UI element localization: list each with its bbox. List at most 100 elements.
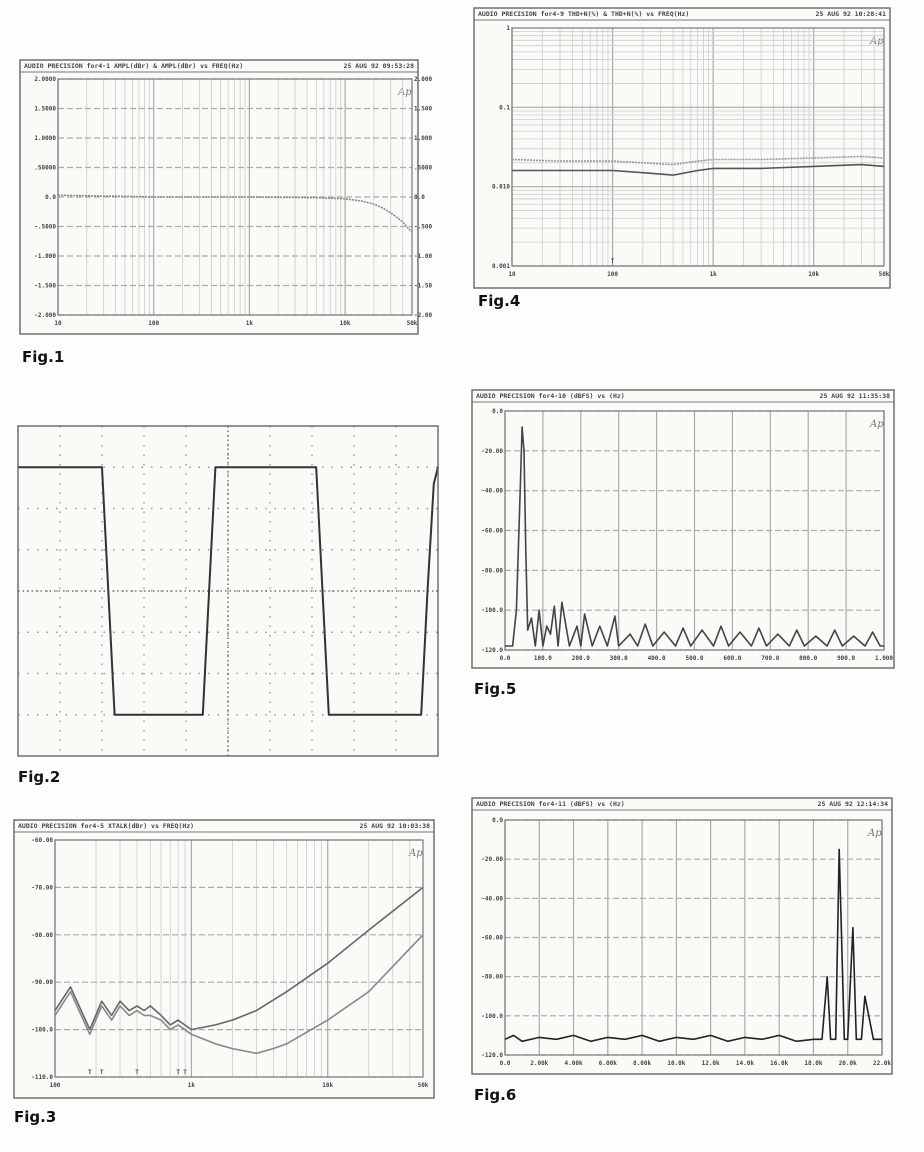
fig6-x-tick-label: 6.00k [599,1060,617,1067]
fig1-y-tick-label: -.5000 [34,224,56,231]
fig2-caption: Fig.2 [18,768,60,786]
fig5-x-tick-label: 0.0 [500,655,511,662]
fig5-series-1-line [505,426,884,647]
fig3-x-tick-label: 10k [322,1082,333,1089]
fig1-x-tick-label: 100 [148,320,159,327]
fig6-x-tick-label: 16.0k [770,1060,788,1067]
fig1-y-tick-label: -1.000 [34,253,56,260]
fig4-outer-frame [473,7,891,289]
fig4-y-tick-label: 0.010 [492,184,510,191]
fig1-y-tick-label: 1.5000 [34,106,56,113]
fig6-x-tick-label: 20.0k [839,1060,857,1067]
fig4-y-tick-label: 0.001 [492,263,510,270]
fig6-y-tick-label: -100.0 [481,1013,503,1020]
fig6-date: 25 AUG 92 12:14:34 [818,800,889,808]
fig4-plot-frame [511,27,885,267]
fig5-x-tick-label: 700.0 [761,655,779,662]
fig4-t-marker: T [611,258,615,265]
fig3-y-tick-label: -60.00 [31,837,53,844]
fig6-x-tick-label: 0.0 [500,1060,511,1067]
fig6-x-tick-label: 8.00k [633,1060,651,1067]
fig4-background [474,8,890,288]
fig6-x-tick-label: 18.0k [804,1060,822,1067]
fig1-y-right-tick-label: 1.500 [414,106,432,113]
fig1-outer-frame [19,59,419,335]
fig6-y-tick-label: -20.00 [481,856,503,863]
fig1-y-right-tick-label: -.500 [414,224,432,231]
fig2-outer-frame [17,425,439,757]
fig6-x-tick-label: 4.00k [565,1060,583,1067]
fig4-x-tick-label: 50k [879,271,890,278]
fig3-series-1-line [54,886,424,1031]
fig3-y-tick-label: -100.0 [31,1027,53,1034]
fig3-y-tick-label: -110.0 [31,1074,53,1081]
fig1-y-tick-label: .50000 [34,165,56,172]
fig3-date: 25 AUG 92 10:03:38 [360,822,431,830]
fig3-x-tick-label: 100 [50,1082,61,1089]
fig4-date: 25 AUG 92 10:28:41 [816,10,887,18]
fig6-ap-logo: Ap [867,828,882,839]
fig1-x-tick-label: 10k [340,320,351,327]
fig3-t-marker: T [88,1069,92,1076]
fig1-y-tick-label: 0.0 [45,194,56,201]
fig5-x-tick-label: 900.0 [837,655,855,662]
fig3-background [14,820,434,1098]
fig4-series-2-line [511,155,885,166]
fig1-y-tick-label: -2.000 [34,312,56,319]
fig3-caption: Fig.3 [14,1108,56,1126]
fig3-header: AUDIO PRECISION for4-5 XTALK(dBr) vs FRE… [18,822,194,830]
fig5-y-tick-label: -20.00 [481,448,503,455]
fig1-y-tick-label: 2.0000 [34,76,56,83]
fig3-x-tick-label: 50k [418,1082,429,1089]
fig4-x-tick-label: 100 [607,271,618,278]
fig2-series-1-line [18,466,439,716]
fig6-header: AUDIO PRECISION for4-11 (dBFS) vs (Hz) [476,800,625,808]
fig4-series-1-line [512,163,885,176]
fig4-y-tick-label: 1 [506,25,510,32]
fig5-plot-frame [504,410,885,651]
fig6-outer-frame [471,797,893,1075]
fig3-chart: AUDIO PRECISION for4-5 XTALK(dBr) vs FRE… [13,819,435,1099]
fig6-x-tick-label: 12.0k [702,1060,720,1067]
fig3-plot-frame [54,839,424,1078]
fig5-y-tick-label: -100.0 [481,607,503,614]
fig4-x-tick-label: 10k [808,271,819,278]
fig6-caption: Fig.6 [474,1086,516,1104]
fig4-y-tick-label: 0.1 [499,104,510,111]
fig2-chart [17,425,439,757]
fig4-ap-logo: Ap [869,36,884,47]
fig1-plot-frame [57,78,413,316]
fig6-y-tick-label: -80.00 [481,974,503,981]
fig6-background [472,798,892,1074]
fig5-outer-frame [471,389,895,669]
fig3-y-tick-label: -80.00 [31,932,53,939]
fig6-y-tick-label: -60.00 [481,935,503,942]
fig4-x-tick-label: 1k [710,271,718,278]
fig6-x-tick-label: 10.0k [667,1060,685,1067]
fig3-t-marker: T [183,1069,187,1076]
fig6-x-tick-label: 2.00k [530,1060,548,1067]
fig1-y-tick-label: 1.0000 [34,135,56,142]
fig3-outer-frame [13,819,435,1099]
fig5-y-tick-label: -60.00 [481,528,503,535]
fig6-y-tick-label: -40.00 [481,895,503,902]
fig1-y-right-tick-label: .5000 [414,165,432,172]
fig6-y-tick-label: -120.0 [481,1052,503,1059]
fig1-y-right-tick-label: 0.0 [414,194,425,201]
fig1-y-tick-label: -1.500 [34,283,56,290]
fig3-x-tick-label: 1k [188,1082,196,1089]
fig1-y-right-tick-label: -1.50 [414,283,432,290]
fig5-x-tick-label: 1.000 [875,655,893,662]
fig6-chart: AUDIO PRECISION for4-11 (dBFS) vs (Hz) 25… [471,797,893,1075]
fig5-x-tick-label: 100.0 [534,655,552,662]
fig1-x-tick-label: 10 [54,320,62,327]
fig1-x-tick-label: 1k [246,320,254,327]
fig5-x-tick-label: 400.0 [648,655,666,662]
fig5-x-tick-label: 500.0 [685,655,703,662]
fig3-t-marker: T [100,1069,104,1076]
fig5-x-tick-label: 800.0 [799,655,817,662]
fig5-y-tick-label: -40.00 [481,488,503,495]
fig1-y-right-tick-label: 1.000 [414,135,432,142]
fig1-ap-logo: Ap [397,87,412,98]
